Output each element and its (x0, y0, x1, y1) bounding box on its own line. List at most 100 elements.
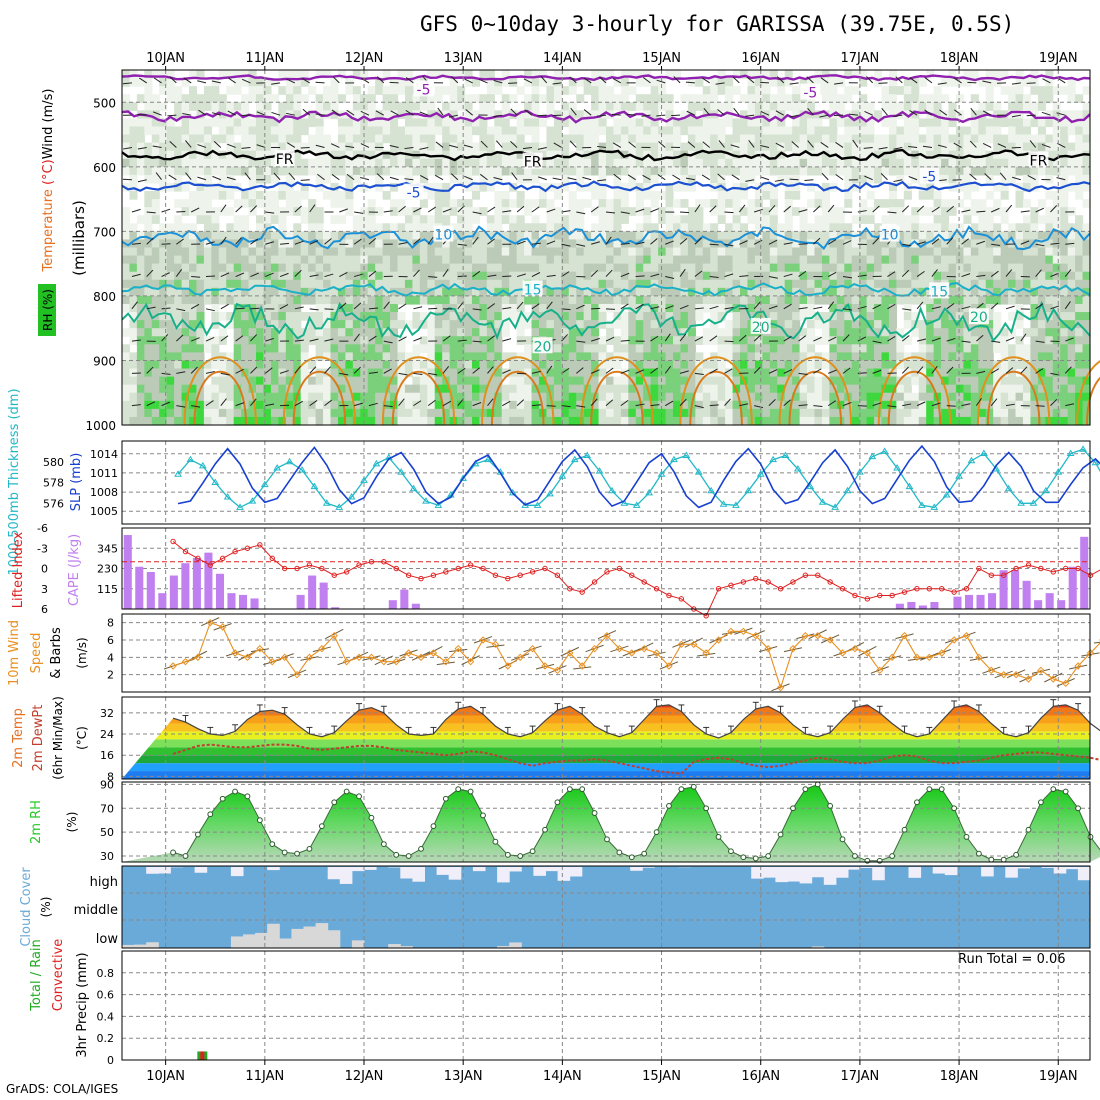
rh-shade-cell (650, 344, 659, 353)
rh-shade-cell (710, 126, 719, 136)
rh-shade-cell (673, 360, 682, 370)
rh-shade-cell (970, 207, 979, 216)
rh-shade-cell (419, 199, 428, 208)
rh-shade-cell (963, 239, 972, 249)
rh-shade-cell (531, 255, 540, 265)
rh-shade-cell (896, 199, 905, 208)
rh-shade-cell (1060, 376, 1069, 386)
rh-shade-cell (754, 231, 763, 241)
rh-shade-cell (211, 400, 220, 410)
rh-shade-cell (233, 142, 242, 152)
rh-shade-cell (330, 110, 339, 120)
rh-shade-cell (1008, 392, 1017, 402)
rh-shade-cell (404, 247, 413, 257)
rh-shade-cell (367, 287, 376, 297)
rh-shade-cell (792, 247, 801, 257)
rh-shade-cell (315, 376, 324, 386)
rh-shade-cell (993, 279, 1002, 289)
rh-shade-cell (620, 207, 629, 216)
rh-shade-cell (955, 400, 965, 410)
rh-shade-cell (144, 384, 153, 394)
rh-shade-cell (844, 384, 853, 394)
rh-shade-cell (1000, 207, 1009, 216)
rh-shade-cell (553, 400, 562, 410)
rh-shade-cell (159, 126, 168, 136)
rh-shade-cell (397, 263, 406, 273)
rh-shade-cell (1052, 126, 1061, 136)
rh-shade-cell (375, 255, 384, 265)
rh-shade-cell (412, 142, 421, 152)
rh-shade-cell (836, 279, 845, 289)
rh-shade-cell (1037, 118, 1046, 128)
rh-shade-cell (1060, 263, 1069, 273)
rh-shade-cell (896, 166, 905, 176)
rh-shade-cell (471, 255, 481, 265)
rh-shade-cell (606, 247, 615, 257)
rh-shade-cell (122, 344, 131, 353)
rh-shade-cell (628, 126, 637, 136)
rh-shade-cell (1030, 408, 1039, 418)
rh-shade-cell (725, 247, 734, 257)
rh-shade-cell (397, 247, 406, 257)
rh-shade-cell (494, 279, 503, 289)
rh-shade-cell (538, 376, 548, 386)
rh-shade-cell (769, 191, 778, 200)
rh-shade-cell (151, 328, 160, 337)
rh-shade-cell (643, 102, 652, 111)
rh-shade-cell (270, 360, 279, 370)
rh-shade-cell (241, 368, 250, 378)
rh-shade-cell (278, 279, 287, 289)
rh-shade-cell (978, 150, 987, 160)
rh-shade-cell (658, 368, 667, 378)
rh-shade-cell (576, 352, 585, 362)
rh-shade-cell (918, 368, 927, 378)
rh-shade-cell (516, 174, 525, 184)
rh-shade-cell (926, 158, 935, 168)
rh-shade-cell (606, 215, 615, 224)
rh-shade-cell (955, 328, 965, 337)
rh-shade-cell (449, 312, 458, 321)
rh-shade-cell (248, 352, 257, 362)
rh-shade-cell (591, 142, 600, 152)
rh-shade-cell (263, 94, 272, 103)
rh-shade-cell (434, 263, 443, 273)
rh-shade-cell (769, 150, 778, 160)
rh-shade-cell (1052, 328, 1061, 337)
rh-shade-cell (442, 207, 451, 216)
rh-shade-cell (702, 231, 711, 241)
rh-shade-cell (233, 78, 242, 87)
rh-shade-cell (620, 142, 629, 152)
rh-shade-cell (1067, 400, 1076, 410)
rh-shade-cell (658, 312, 667, 321)
rh-shade-cell (553, 247, 562, 257)
rh-shade-cell (375, 263, 384, 273)
rh-shade-cell (136, 94, 145, 103)
rh-shade-cell (293, 78, 302, 87)
rh-shade-cell (955, 223, 965, 232)
rh-shade-cell (740, 207, 749, 216)
rh-shade-cell (829, 223, 838, 232)
rh-shade-cell (256, 376, 265, 386)
rh-shade-cell (479, 158, 488, 168)
rh-shade-cell (263, 126, 272, 136)
rh-shade-cell (136, 215, 145, 224)
rh-shade-cell (352, 279, 361, 289)
rh-shade-cell (308, 360, 317, 370)
rh-shade-cell (665, 247, 674, 257)
rh-shade-cell (1052, 344, 1061, 353)
rh-shade-cell (1008, 416, 1017, 426)
rh-shade-cell (754, 70, 763, 79)
rh-shade-cell (375, 352, 384, 362)
rh-shade-cell (1067, 303, 1076, 313)
rh-shade-cell (524, 271, 533, 281)
rh-shade-cell (717, 303, 726, 313)
rh-shade-cell (1022, 134, 1032, 144)
rh-shade-cell (866, 263, 875, 273)
rh-shade-cell (881, 416, 890, 426)
rh-shade-cell (129, 70, 138, 79)
rh-shade-cell (695, 239, 704, 249)
rh-shade-cell (747, 360, 756, 370)
rh-shade-cell (218, 118, 227, 128)
rh-shade-cell (955, 150, 965, 160)
rh-shade-cell (606, 166, 615, 176)
